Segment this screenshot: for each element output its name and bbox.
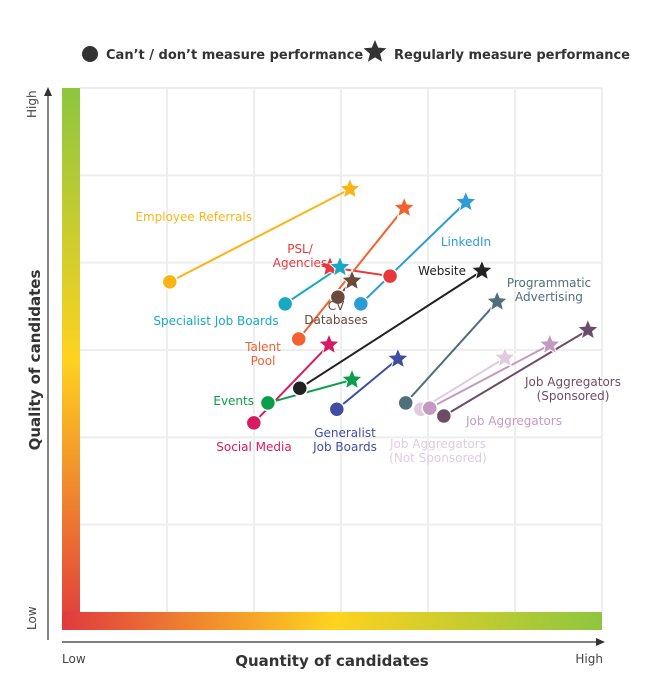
series-label-programmatic-advertising: Programmatic Advertising	[507, 276, 591, 304]
series-label-line: Job Aggregators	[389, 437, 486, 451]
circle-point-cv-databases	[329, 288, 347, 306]
star-point-generalist-job-boards	[386, 346, 410, 369]
legend-label-measure: Regularly measure performance	[394, 48, 630, 63]
star-point-linkedin	[454, 189, 478, 213]
star-point-social-media	[317, 332, 341, 355]
series-label-line: Job Aggregators	[524, 375, 621, 389]
series-label-line: Social Media	[216, 440, 291, 454]
series-label-website: Website	[418, 264, 466, 278]
star-point-employee-referrals	[338, 176, 362, 200]
series-label-line: Website	[418, 264, 466, 278]
y-axis	[44, 87, 52, 640]
x-high-label: High	[575, 652, 603, 666]
connector-job-aggregators-sponsored	[443, 329, 589, 417]
series-label-cv-databases: CV Databases	[304, 299, 368, 327]
series-label-line: Events	[213, 394, 254, 408]
connector-employee-referrals	[169, 188, 351, 283]
connector-events	[267, 378, 353, 404]
circle-point-specialist-job-boards	[276, 295, 294, 313]
series-label-line: (Not Sponsored)	[389, 451, 487, 465]
circle-point-job-aggregators	[421, 399, 438, 417]
series-label-line: Specialist Job Boards	[153, 314, 278, 328]
star-point-talent-pool	[392, 195, 416, 218]
series-label-line: PSL/	[287, 242, 314, 256]
series-label-linkedin: LinkedIn	[441, 235, 491, 249]
series-label-events: Events	[213, 394, 254, 408]
connector-job-aggregators	[429, 343, 551, 410]
series-label-job-aggregators: Job Aggregators	[465, 414, 562, 428]
series-label-job-aggregators-sponsored: Job Aggregators (Sponsored)	[524, 375, 621, 403]
series-label-generalist-job-boards: Generalist Job Boards	[312, 426, 377, 454]
connector-programmatic-advertising	[404, 301, 498, 404]
series-label-line: Databases	[304, 313, 368, 327]
series-label-social-media: Social Media	[216, 440, 291, 454]
circle-point-talent-pool	[290, 330, 307, 348]
legend-circle-marker	[82, 46, 98, 62]
series-label-psl-agencies: PSL/Agencies	[273, 242, 327, 270]
connector-generalist-job-boards	[336, 358, 399, 410]
series-label-line: (Sponsored)	[537, 389, 610, 403]
series-label-line: Talent	[244, 340, 281, 354]
series-label-line: CV	[328, 299, 345, 313]
connector-linkedin	[360, 201, 467, 305]
y-high-label: High	[25, 90, 39, 118]
legend-label-cant-measure: Can’t / don’t measure performance	[106, 48, 363, 63]
y-low-label: Low	[25, 606, 39, 630]
star-point-programmatic-advertising	[485, 289, 509, 312]
connector-specialist-job-boards	[284, 266, 341, 305]
star-point-cv-databases	[340, 268, 364, 291]
star-point-job-aggregators-sponsored	[576, 317, 600, 341]
legend-star-marker	[363, 40, 387, 62]
circle-point-job-aggregators-sponsored	[435, 407, 453, 425]
series-label-line: Job Aggregators	[465, 414, 562, 428]
circle-point-events	[259, 394, 277, 412]
circle-point-psl-agencies	[381, 267, 399, 285]
x-axis-title: Quantity of candidates	[235, 652, 429, 670]
series-label-talent-pool: Talent Pool	[244, 340, 281, 368]
series-markers	[161, 176, 600, 432]
circle-point-linkedin	[352, 295, 370, 313]
series-label-employee-referrals: Employee Referrals	[135, 210, 252, 224]
star-point-job-aggregators	[538, 332, 562, 355]
series-label-specialist-job-boards: Specialist Job Boards	[153, 314, 278, 328]
quantity-gradient-bar	[62, 612, 602, 630]
series-label-line: Agencies	[273, 256, 327, 270]
series-labels: Employee Referrals PSL/Agencies Talent Pool…	[135, 210, 621, 465]
circle-point-employee-referrals	[161, 273, 179, 291]
circle-point-website	[291, 380, 309, 397]
x-low-label: Low	[62, 652, 86, 666]
star-point-job-aggregators-not-sponsored	[493, 345, 517, 368]
star-point-website	[470, 258, 494, 281]
circle-point-generalist-job-boards	[328, 400, 346, 418]
circle-point-programmatic-advertising	[397, 394, 414, 412]
connector-job-aggregators-not-sponsored	[420, 357, 506, 411]
series-label-line: Programmatic	[507, 276, 591, 290]
x-axis	[62, 638, 605, 646]
quality-gradient-bar	[62, 88, 80, 630]
star-point-events	[340, 367, 364, 390]
series-label-line: Generalist	[314, 426, 376, 440]
grid	[80, 87, 603, 612]
series-label-line: LinkedIn	[441, 235, 491, 249]
connector-website	[299, 270, 483, 390]
series-label-line: Employee Referrals	[135, 210, 252, 224]
series-label-job-aggregators-not-sponsored: Job Aggregators (Not Sponsored)	[389, 437, 487, 465]
legend: Can’t / don’t measure performance Regula…	[82, 40, 630, 63]
circle-point-social-media	[245, 414, 263, 432]
series-label-line: Advertising	[515, 290, 583, 304]
series-label-line: Pool	[251, 354, 276, 368]
star-point-specialist-job-boards	[328, 254, 352, 278]
series-label-line: Job Boards	[312, 440, 377, 454]
y-axis-title: Quality of candidates	[26, 270, 44, 451]
